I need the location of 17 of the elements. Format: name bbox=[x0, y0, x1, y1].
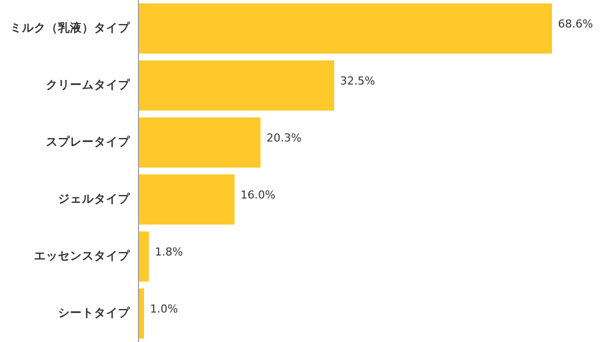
bar bbox=[138, 231, 149, 282]
bar bbox=[138, 117, 261, 168]
y-tick-label: スプレータイプ bbox=[46, 134, 131, 149]
y-tick-label: エッセンスタイプ bbox=[34, 248, 131, 263]
y-tick-label: シートタイプ bbox=[58, 306, 131, 320]
y-tick-label: ミルク（乳液）タイプ bbox=[10, 20, 131, 35]
data-label: 1.0% bbox=[150, 302, 178, 316]
data-label: 1.8% bbox=[154, 246, 183, 259]
y-tick-label: クリームタイプ bbox=[46, 78, 131, 92]
data-label: 68.6% bbox=[558, 18, 593, 31]
y-tick-label: ジェルタイプ bbox=[58, 192, 131, 206]
bar bbox=[138, 60, 334, 111]
bar bbox=[138, 174, 235, 225]
data-label: 20.3% bbox=[266, 132, 302, 145]
data-label: 16.0% bbox=[240, 188, 276, 202]
bar bbox=[138, 3, 552, 54]
data-label: 32.5% bbox=[340, 74, 376, 88]
